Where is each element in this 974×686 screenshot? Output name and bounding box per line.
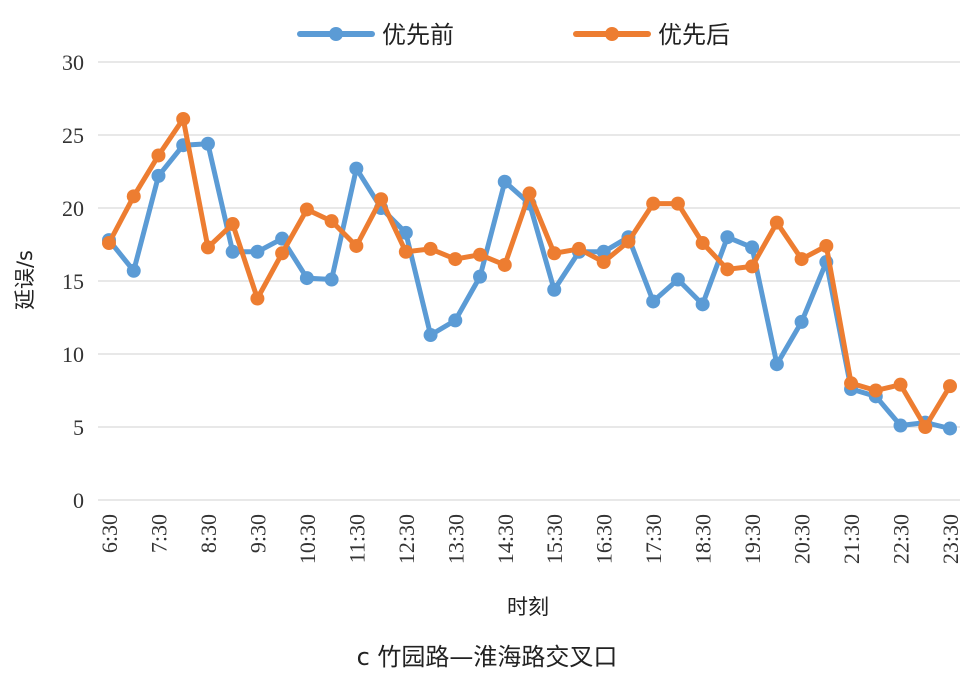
legend-marker-before <box>329 27 343 41</box>
data-point <box>745 259 760 274</box>
x-tick-label: 13:30 <box>443 514 468 564</box>
data-point <box>225 217 240 232</box>
legend-marker-after <box>605 27 619 41</box>
data-point <box>596 244 611 259</box>
x-axis-title: 时刻 <box>507 595 549 619</box>
x-tick-label: 6:30 <box>97 514 122 553</box>
chart-caption: c 竹园路—淮海路交叉口 <box>357 643 618 671</box>
data-point <box>547 282 562 297</box>
x-tick-label: 14:30 <box>493 514 518 564</box>
data-point <box>497 174 512 189</box>
data-point <box>497 257 512 272</box>
x-tick-label: 8:30 <box>196 514 221 553</box>
x-tick-label: 11:30 <box>344 514 369 563</box>
data-point <box>769 357 784 372</box>
data-point <box>448 252 463 267</box>
data-point <box>695 297 710 312</box>
data-point <box>695 236 710 251</box>
data-point <box>670 272 685 287</box>
series-1 <box>102 111 957 434</box>
data-point <box>893 377 908 392</box>
data-point <box>473 247 488 262</box>
data-point <box>794 314 809 329</box>
data-point <box>324 214 339 229</box>
data-point <box>943 421 957 436</box>
data-point <box>918 420 933 434</box>
y-tick-label: 5 <box>73 415 84 440</box>
data-point <box>324 272 339 287</box>
data-point <box>448 313 463 328</box>
data-point <box>398 244 413 259</box>
data-point <box>151 148 166 163</box>
data-point <box>571 241 586 256</box>
legend-label-before: 优先前 <box>382 21 454 49</box>
data-point <box>423 328 438 343</box>
data-point <box>473 269 488 284</box>
legend-label-after: 优先后 <box>658 21 730 49</box>
data-point <box>250 244 265 259</box>
y-tick-label: 25 <box>62 123 84 148</box>
data-point <box>126 189 141 204</box>
series-layer <box>102 111 957 436</box>
y-tick-label: 20 <box>62 196 84 221</box>
series-0 <box>102 136 957 436</box>
data-point <box>794 252 809 267</box>
data-point <box>250 291 265 306</box>
x-tick-label: 19:30 <box>740 514 765 564</box>
x-tick-label: 23:30 <box>938 514 963 564</box>
data-point <box>745 240 760 255</box>
x-tick-label: 9:30 <box>245 514 270 553</box>
x-tick-label: 12:30 <box>394 514 419 564</box>
data-point <box>646 196 661 211</box>
data-point <box>299 271 314 286</box>
legend: 优先前 优先后 <box>297 21 730 49</box>
data-point <box>769 215 784 230</box>
data-point <box>621 234 636 249</box>
x-tick-label: 17:30 <box>641 514 666 564</box>
data-point <box>844 376 859 391</box>
data-point <box>349 238 364 253</box>
x-axis-ticks: 6:30 7:30 8:30 9:30 10:30 11:30 12:30 13:30 14:3… <box>97 514 963 564</box>
y-tick-label: 30 <box>62 50 84 75</box>
x-tick-label: 21:30 <box>839 514 864 564</box>
x-tick-label: 16:30 <box>592 514 617 564</box>
y-tick-label: 15 <box>62 269 84 294</box>
x-tick-label: 10:30 <box>295 514 320 564</box>
data-point <box>596 255 611 270</box>
data-point <box>943 379 957 394</box>
data-point <box>176 111 191 126</box>
data-point <box>200 136 215 151</box>
x-tick-label: 18:30 <box>691 514 716 564</box>
data-point <box>547 246 562 261</box>
data-point <box>720 230 735 245</box>
x-tick-label: 7:30 <box>146 514 171 553</box>
data-point <box>225 244 240 259</box>
data-point <box>720 262 735 277</box>
data-point <box>200 240 215 255</box>
y-axis-ticks: 0 5 10 15 20 25 30 <box>62 50 84 513</box>
x-tick-label: 15:30 <box>542 514 567 564</box>
data-point <box>275 246 290 261</box>
data-point <box>374 192 389 207</box>
data-point <box>819 238 834 253</box>
y-tick-label: 10 <box>62 342 84 367</box>
data-point <box>423 241 438 256</box>
data-point <box>398 225 413 240</box>
data-point <box>522 186 537 201</box>
y-tick-label: 0 <box>73 488 84 513</box>
data-point <box>349 161 364 176</box>
data-point <box>151 168 166 183</box>
x-tick-label: 20:30 <box>790 514 815 564</box>
data-point <box>126 263 141 278</box>
x-tick-label: 22:30 <box>889 514 914 564</box>
data-point <box>102 236 116 251</box>
data-point <box>670 196 685 211</box>
y-axis-title: 延误/s <box>13 250 37 310</box>
data-point <box>299 202 314 217</box>
data-point <box>868 383 883 398</box>
data-point <box>646 294 661 309</box>
data-point <box>893 418 908 433</box>
